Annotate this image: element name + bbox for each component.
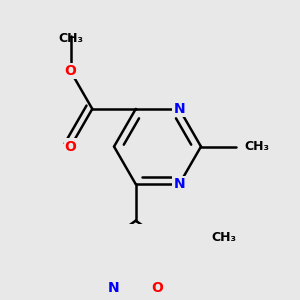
Text: CH₃: CH₃: [211, 230, 236, 244]
Text: N: N: [173, 102, 185, 116]
Text: N: N: [108, 280, 120, 295]
Text: CH₃: CH₃: [58, 32, 83, 45]
Text: O: O: [64, 64, 76, 78]
Text: O: O: [64, 140, 76, 154]
Text: O: O: [152, 280, 164, 295]
Text: CH₃: CH₃: [244, 140, 269, 153]
Text: N: N: [173, 177, 185, 191]
